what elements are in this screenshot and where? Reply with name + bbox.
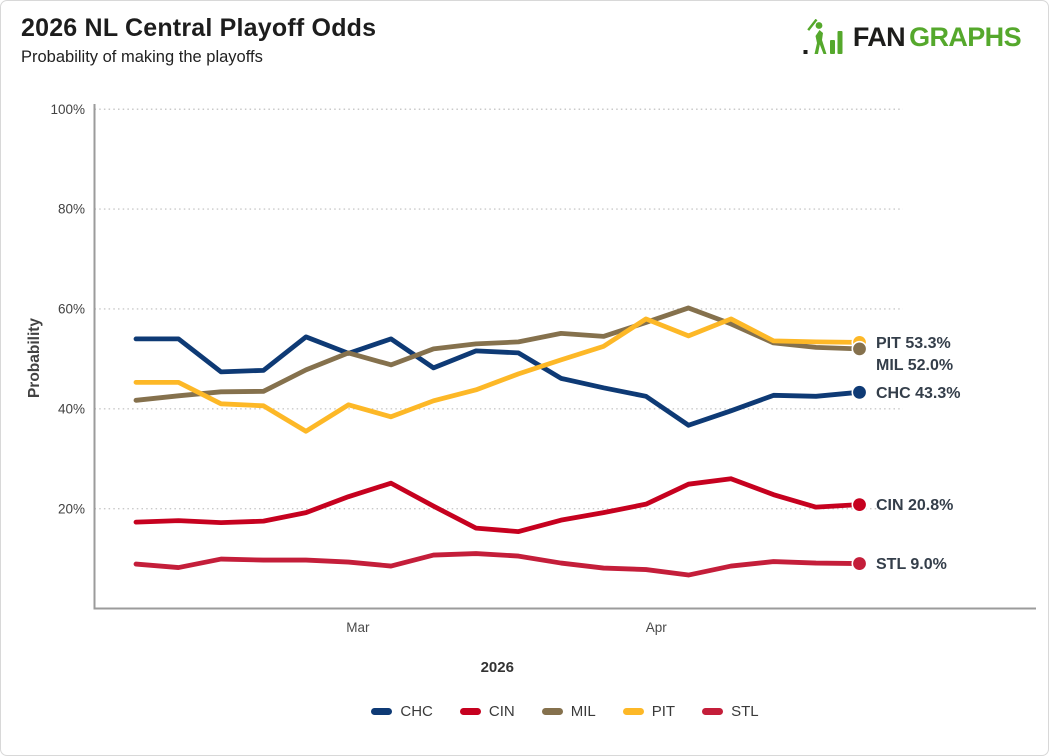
series-end-label-pit: PIT 53.3% <box>876 335 951 352</box>
legend-item-mil[interactable]: MIL <box>541 703 596 720</box>
series-line-pit <box>133 316 861 434</box>
y-axis-title: Probability <box>26 318 43 398</box>
series-end-label-stl: STL 9.0% <box>876 556 947 573</box>
chart-header: 2026 NL Central Playoff Odds Probability… <box>21 14 376 67</box>
series-end-label-cin: CIN 20.8% <box>876 497 953 514</box>
y-tick-label-80: 80% <box>58 202 85 217</box>
legend-item-chc[interactable]: CHC <box>371 703 433 720</box>
series-line-mil <box>133 305 861 403</box>
x-tick-label-mar: Mar <box>346 620 370 635</box>
legend-item-stl[interactable]: STL <box>702 703 759 720</box>
series-line-cin <box>133 476 861 535</box>
series-end-dot-mil <box>851 340 868 357</box>
y-tick-label-20: 20% <box>58 501 85 516</box>
series-line-stl <box>133 551 861 578</box>
legend-swatch-pit <box>622 707 644 716</box>
series-end-dot-stl <box>851 555 868 572</box>
legend-swatch-stl <box>702 707 724 716</box>
series-end-dot-cin <box>851 496 868 513</box>
legend-label-stl: STL <box>731 703 759 720</box>
legend-swatch-chc <box>371 707 393 716</box>
series-end-label-mil: MIL 52.0% <box>876 357 953 374</box>
x-axis-title: 2026 <box>481 659 514 676</box>
legend-label-pit: PIT <box>651 703 676 720</box>
y-tick-label-100: 100% <box>50 102 85 117</box>
y-tick-label-40: 40% <box>58 401 85 416</box>
legend-item-cin[interactable]: CIN <box>459 703 515 720</box>
legend-item-pit[interactable]: PIT <box>622 703 676 720</box>
legend-swatch-mil <box>541 707 563 716</box>
legend-label-mil: MIL <box>570 703 596 720</box>
series-line-chc <box>133 334 861 428</box>
legend-label-chc: CHC <box>400 703 433 720</box>
series-end-label-chc: CHC 43.3% <box>876 385 960 402</box>
chart-subtitle: Probability of making the playoffs <box>21 48 263 66</box>
x-tick-label-apr: Apr <box>646 620 668 635</box>
y-tick-label-60: 60% <box>58 302 85 317</box>
fangraphs-logo[interactable]: FAN GRAPHS <box>803 19 1022 55</box>
legend-label-cin: CIN <box>488 703 515 720</box>
legend-swatch-cin <box>459 707 481 716</box>
fangraphs-batter-icon <box>803 19 843 54</box>
logo-text-graphs: GRAPHS <box>909 22 1022 52</box>
page-title: 2026 NL Central Playoff Odds <box>21 14 377 42</box>
chart-legend: CHC CIN MIL PIT STL <box>94 703 1036 720</box>
logo-text-fan: FAN <box>852 22 906 52</box>
series-end-dot-chc <box>851 384 868 401</box>
